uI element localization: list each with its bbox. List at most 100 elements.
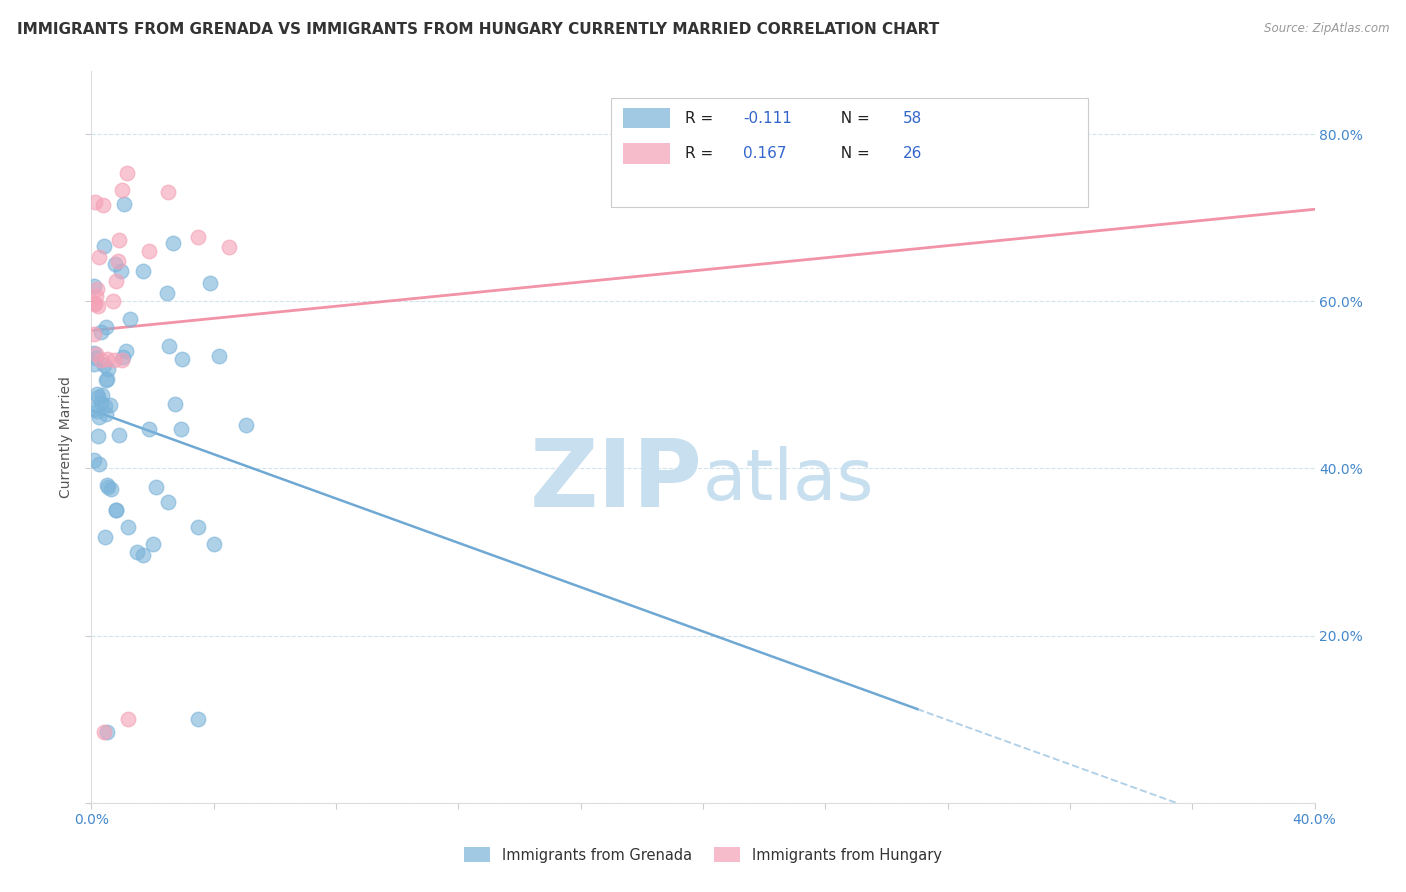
Text: 0.167: 0.167 [744, 145, 787, 161]
Point [83, 402, 105, 417]
Point [165, 397, 187, 411]
Point [132, 549, 155, 563]
Point [87, 299, 110, 313]
Point [108, 427, 131, 442]
Point [187, 520, 209, 534]
Point [97, 361, 120, 376]
Text: R =: R = [685, 145, 718, 161]
Point [103, 352, 125, 367]
Point [100, 482, 122, 496]
Point [83, 295, 105, 310]
Point [117, 520, 139, 534]
Point [141, 536, 163, 550]
Point [96, 372, 118, 386]
Point [83, 453, 105, 467]
Point [93, 358, 115, 372]
Text: Source: ZipAtlas.com: Source: ZipAtlas.com [1264, 22, 1389, 36]
Point [156, 495, 179, 509]
Point [97, 480, 120, 494]
Point [96, 351, 118, 366]
Point [98, 398, 121, 412]
Text: atlas: atlas [703, 447, 875, 516]
Point [120, 311, 142, 326]
Point [104, 503, 127, 517]
Point [115, 343, 138, 358]
Point [86, 387, 108, 401]
Point [132, 264, 155, 278]
Text: IMMIGRANTS FROM GRENADA VS IMMIGRANTS FROM HUNGARY CURRENTLY MARRIED CORRELATION: IMMIGRANTS FROM GRENADA VS IMMIGRANTS FR… [17, 22, 939, 37]
Legend: Immigrants from Grenada, Immigrants from Hungary: Immigrants from Grenada, Immigrants from… [458, 841, 948, 869]
Point [187, 230, 209, 244]
Point [96, 373, 118, 387]
Point [145, 480, 167, 494]
Point [200, 276, 222, 290]
Point [86, 282, 108, 296]
Point [84, 347, 107, 361]
Text: N =: N = [831, 111, 875, 126]
Point [117, 712, 139, 726]
Point [83, 327, 105, 342]
Point [93, 724, 115, 739]
Point [89, 457, 111, 471]
Point [162, 235, 184, 250]
Point [110, 264, 132, 278]
Point [107, 233, 129, 247]
Bar [623, 108, 671, 128]
Text: -0.111: -0.111 [744, 111, 792, 126]
Point [104, 257, 127, 271]
Point [87, 390, 110, 404]
Point [202, 536, 225, 550]
Point [117, 166, 139, 180]
Point [90, 325, 112, 339]
Bar [623, 143, 671, 163]
Point [111, 183, 134, 197]
Point [87, 251, 110, 265]
Text: 58: 58 [903, 111, 922, 126]
Point [83, 278, 105, 293]
Point [111, 352, 134, 367]
Point [87, 428, 110, 442]
Point [170, 351, 193, 366]
Point [218, 240, 240, 254]
Point [94, 319, 117, 334]
Point [208, 349, 231, 363]
Point [96, 407, 118, 421]
Point [93, 238, 115, 252]
Y-axis label: Currently Married: Currently Married [59, 376, 73, 498]
Point [155, 285, 177, 300]
Point [235, 417, 257, 432]
Point [156, 185, 179, 199]
Point [104, 503, 127, 517]
Point [127, 545, 149, 559]
Text: N =: N = [831, 145, 875, 161]
Point [96, 478, 118, 492]
Point [90, 352, 112, 367]
Point [157, 339, 180, 353]
Point [83, 358, 105, 372]
Point [87, 410, 110, 425]
Point [187, 712, 209, 726]
Point [138, 422, 160, 436]
FancyBboxPatch shape [612, 98, 1088, 207]
Point [94, 529, 117, 543]
Point [84, 289, 107, 303]
Point [84, 351, 107, 366]
Point [86, 404, 108, 418]
Point [94, 399, 117, 413]
Point [112, 197, 135, 211]
Point [83, 346, 105, 360]
Text: 26: 26 [903, 145, 922, 161]
Point [111, 350, 134, 364]
Text: R =: R = [685, 111, 718, 126]
Point [90, 396, 112, 410]
Point [101, 293, 124, 308]
Point [105, 274, 128, 288]
Point [93, 198, 115, 212]
Point [138, 244, 160, 258]
Point [84, 297, 107, 311]
Point [90, 388, 112, 402]
Point [83, 194, 105, 209]
Point [107, 253, 129, 268]
Point [170, 422, 193, 436]
Text: ZIP: ZIP [530, 435, 703, 527]
